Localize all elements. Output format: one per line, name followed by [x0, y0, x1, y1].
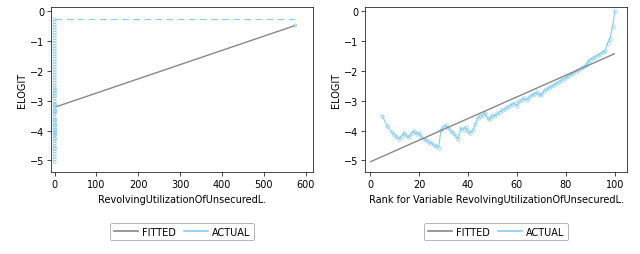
Point — [50, 124, 60, 128]
Point — [49, 53, 60, 57]
Point — [49, 84, 60, 88]
Point — [49, 155, 60, 159]
Point — [49, 47, 60, 51]
Point — [49, 102, 60, 106]
Point — [49, 68, 60, 72]
Point — [49, 34, 60, 38]
Point — [49, 26, 60, 30]
Point — [49, 82, 60, 86]
Point — [49, 55, 60, 59]
Point — [50, 109, 60, 114]
Point — [51, 128, 61, 132]
Point — [49, 110, 60, 114]
Point — [49, 116, 60, 120]
Y-axis label: ELOGIT: ELOGIT — [331, 73, 341, 108]
Point — [50, 133, 60, 137]
Point — [49, 87, 60, 91]
Point — [49, 121, 60, 125]
Point — [49, 160, 60, 164]
Point — [49, 89, 60, 93]
Point — [49, 66, 60, 70]
Point — [49, 50, 60, 54]
Point — [49, 113, 60, 117]
Point — [49, 126, 60, 130]
Point — [49, 108, 60, 112]
Point — [49, 29, 60, 33]
Point — [50, 131, 60, 135]
X-axis label: RevolvingUtilizationOfUnsecuredL.: RevolvingUtilizationOfUnsecuredL. — [98, 194, 266, 204]
Point — [50, 137, 60, 141]
Point — [49, 63, 60, 67]
Point — [50, 132, 60, 136]
Point — [49, 119, 60, 123]
Point — [49, 124, 60, 128]
Point — [49, 37, 60, 41]
Point — [49, 97, 60, 101]
Legend: FITTED, ACTUAL: FITTED, ACTUAL — [424, 223, 568, 241]
Point — [49, 71, 60, 75]
Point — [49, 147, 60, 151]
Y-axis label: ELOGIT: ELOGIT — [17, 73, 27, 108]
Point — [49, 134, 60, 138]
Point — [49, 100, 60, 104]
Point — [50, 95, 60, 99]
Point — [49, 158, 60, 162]
Point — [49, 131, 60, 135]
Point — [49, 152, 60, 156]
Point — [50, 119, 60, 123]
Point — [49, 76, 60, 80]
Point — [49, 79, 60, 83]
Point — [49, 31, 60, 36]
Point — [49, 94, 60, 99]
Point — [50, 123, 60, 128]
Point — [49, 42, 60, 46]
Point — [49, 60, 60, 65]
Point — [49, 18, 60, 22]
Point — [49, 145, 60, 149]
X-axis label: Rank for Variable RevolvingUtilizationOfUnsecuredL.: Rank for Variable RevolvingUtilizationOf… — [369, 194, 623, 204]
Point — [49, 92, 60, 96]
Point — [49, 142, 60, 146]
Point — [50, 111, 60, 115]
Point — [49, 137, 60, 141]
Point — [50, 88, 60, 92]
Point — [50, 147, 60, 151]
Point — [49, 129, 60, 133]
Point — [49, 39, 60, 43]
Point — [49, 58, 60, 62]
Point — [50, 103, 60, 107]
Point — [49, 123, 60, 128]
Point — [49, 45, 60, 49]
Point — [50, 103, 60, 107]
Point — [49, 24, 60, 28]
Legend: FITTED, ACTUAL: FITTED, ACTUAL — [110, 223, 254, 241]
Point — [49, 92, 60, 96]
Point — [49, 105, 60, 109]
Point — [50, 123, 60, 127]
Point — [49, 139, 60, 143]
Point — [49, 74, 60, 78]
Point — [49, 21, 60, 25]
Point — [50, 110, 60, 114]
Point — [290, 24, 300, 28]
Point — [49, 150, 60, 154]
Point — [49, 118, 60, 122]
